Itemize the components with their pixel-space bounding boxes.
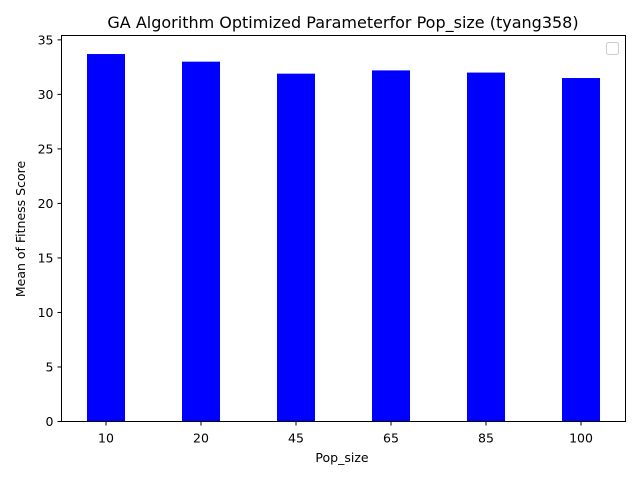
plot-frame — [61, 35, 626, 422]
bar-45 — [277, 73, 315, 422]
bar-85 — [467, 72, 505, 422]
x-tick-label-65: 65 — [383, 431, 399, 446]
x-tick-label-10: 10 — [98, 431, 114, 446]
y-tick-label-20: 20 — [38, 196, 54, 211]
bar-20 — [182, 61, 220, 422]
x-ticks-layer: 10 20 45 65 85 100 — [98, 421, 593, 446]
y-tick-label-0: 0 — [46, 414, 54, 429]
chart-title: GA Algorithm Optimized Parameterfor Pop_… — [107, 13, 578, 33]
bars-layer — [87, 54, 600, 422]
y-tick-label-10: 10 — [38, 305, 54, 320]
bar-100 — [562, 78, 600, 422]
y-tick-label-5: 5 — [46, 359, 54, 374]
legend-box — [606, 42, 619, 55]
y-ticks-layer: 0 5 10 15 20 25 30 35 — [38, 32, 62, 429]
y-axis-label: Mean of Fitness Score — [13, 161, 28, 298]
x-tick-label-100: 100 — [569, 431, 593, 446]
y-tick-label-35: 35 — [38, 32, 54, 47]
x-tick-label-20: 20 — [193, 431, 209, 446]
x-tick-label-45: 45 — [288, 431, 304, 446]
y-tick-label-25: 25 — [38, 141, 54, 156]
y-tick-label-30: 30 — [38, 87, 54, 102]
x-tick-label-85: 85 — [478, 431, 494, 446]
bar-10 — [87, 54, 125, 422]
x-axis-label: Pop_size — [315, 450, 368, 465]
bar-65 — [372, 70, 410, 422]
y-tick-label-15: 15 — [38, 250, 54, 265]
